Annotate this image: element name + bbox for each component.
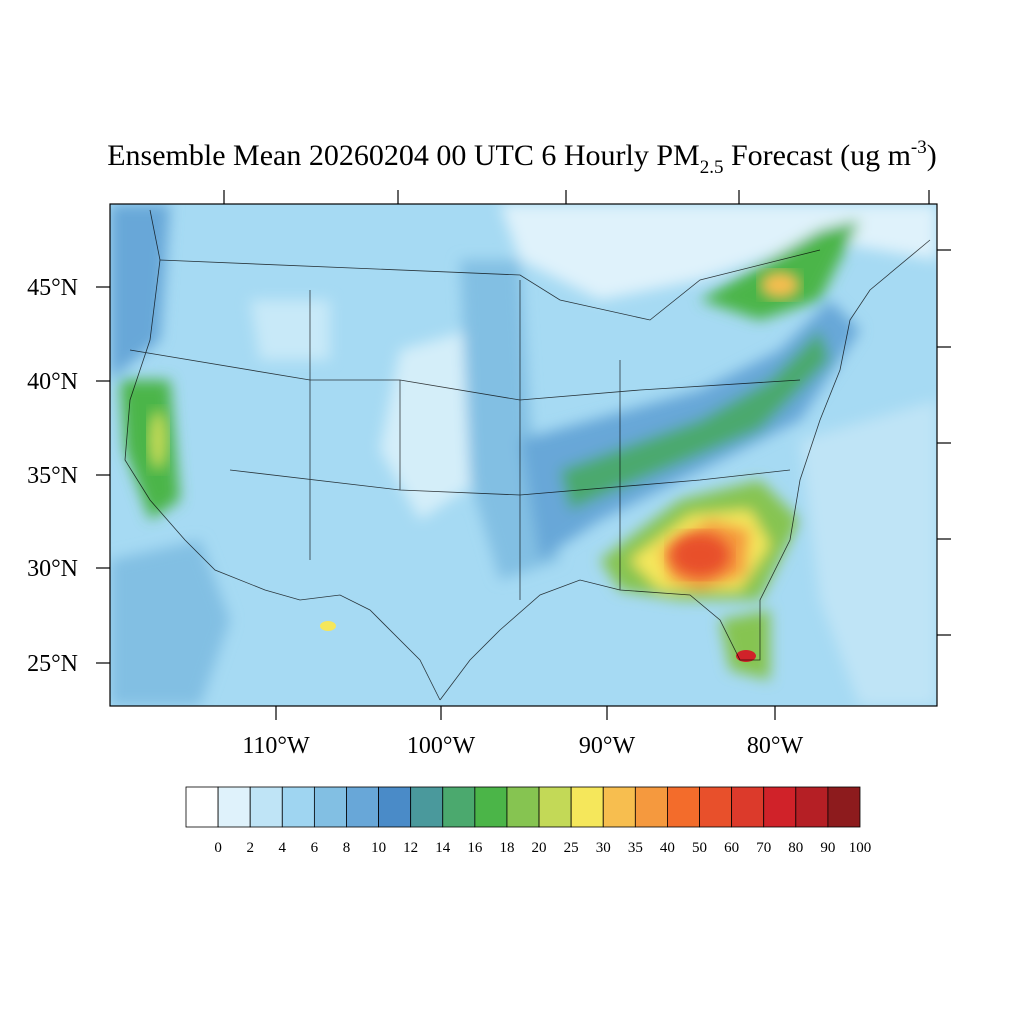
colorbar-label: 16 xyxy=(467,840,483,856)
lon-label: 80°W xyxy=(747,733,804,759)
lat-label: 35°N xyxy=(27,463,78,489)
colorbar-label: 18 xyxy=(499,840,514,856)
colorbar-box xyxy=(185,786,219,828)
colorbar-box xyxy=(249,786,283,828)
colorbar-box xyxy=(827,786,861,828)
colorbar-box xyxy=(346,786,379,828)
colorbar-box xyxy=(313,786,347,828)
lat-label: 25°N xyxy=(27,651,78,677)
title-subscript: 2.5 xyxy=(700,157,724,178)
lon-label: 100°W xyxy=(407,733,476,759)
colorbar-box xyxy=(281,786,315,828)
colorbar-label: 80 xyxy=(788,840,803,856)
lat-label: 30°N xyxy=(27,556,78,582)
colorbar-box xyxy=(731,786,765,828)
colorbar-box xyxy=(699,786,733,828)
colorbar-label: 6 xyxy=(311,840,319,856)
colorbar-label: 12 xyxy=(403,840,418,856)
colorbar-box xyxy=(538,786,572,828)
title-close: ) xyxy=(927,139,937,172)
title: Ensemble Mean 20260204 00 UTC 6 Hourly P… xyxy=(107,137,937,178)
colorbar-label: 60 xyxy=(724,840,739,856)
colorbar-box xyxy=(378,786,412,828)
colorbar-label: 8 xyxy=(343,840,351,856)
map-frame xyxy=(109,203,938,707)
lat-label: 45°N xyxy=(27,275,78,301)
colorbar-label: 35 xyxy=(628,840,643,856)
colorbar-label: 30 xyxy=(596,840,611,856)
colorbar-box xyxy=(570,786,604,828)
lon-label: 110°W xyxy=(242,733,310,759)
frame-ticks xyxy=(96,190,951,720)
colorbar-box xyxy=(217,786,251,828)
colorbar-label: 10 xyxy=(371,840,386,856)
colorbar-label: 100 xyxy=(849,840,872,856)
title-superscript: -3 xyxy=(911,137,927,158)
colorbar-box xyxy=(634,786,668,828)
colorbar-box xyxy=(667,786,700,828)
title-main: Ensemble Mean 20260204 00 UTC 6 Hourly P… xyxy=(107,139,699,172)
colorbar-box xyxy=(410,786,444,828)
colorbar-box xyxy=(763,786,797,828)
colorbar-label: 90 xyxy=(820,840,835,856)
lon-label: 90°W xyxy=(579,733,636,759)
colorbar-label: 2 xyxy=(246,840,254,856)
colorbar-label: 25 xyxy=(564,840,579,856)
colorbar-label: 70 xyxy=(756,840,771,856)
title-after: Forecast (ug m xyxy=(723,139,910,172)
colorbar: 0 2 4 6 8 10 12 14 16 18 20 25 30 35 40 50 60 70 80 90 100 xyxy=(185,786,872,856)
colorbar-label: 20 xyxy=(532,840,547,856)
colorbar-label: 40 xyxy=(660,840,675,856)
colorbar-box xyxy=(442,786,476,828)
colorbar-label: 50 xyxy=(692,840,707,856)
colorbar-label: 4 xyxy=(279,840,287,856)
colorbar-box xyxy=(795,786,829,828)
lat-label: 40°N xyxy=(27,369,78,395)
colorbar-label: 0 xyxy=(214,840,222,856)
colorbar-label: 14 xyxy=(435,840,451,856)
colorbar-box xyxy=(506,786,540,828)
colorbar-box xyxy=(602,786,636,828)
colorbar-box xyxy=(474,786,508,828)
map xyxy=(110,204,937,706)
